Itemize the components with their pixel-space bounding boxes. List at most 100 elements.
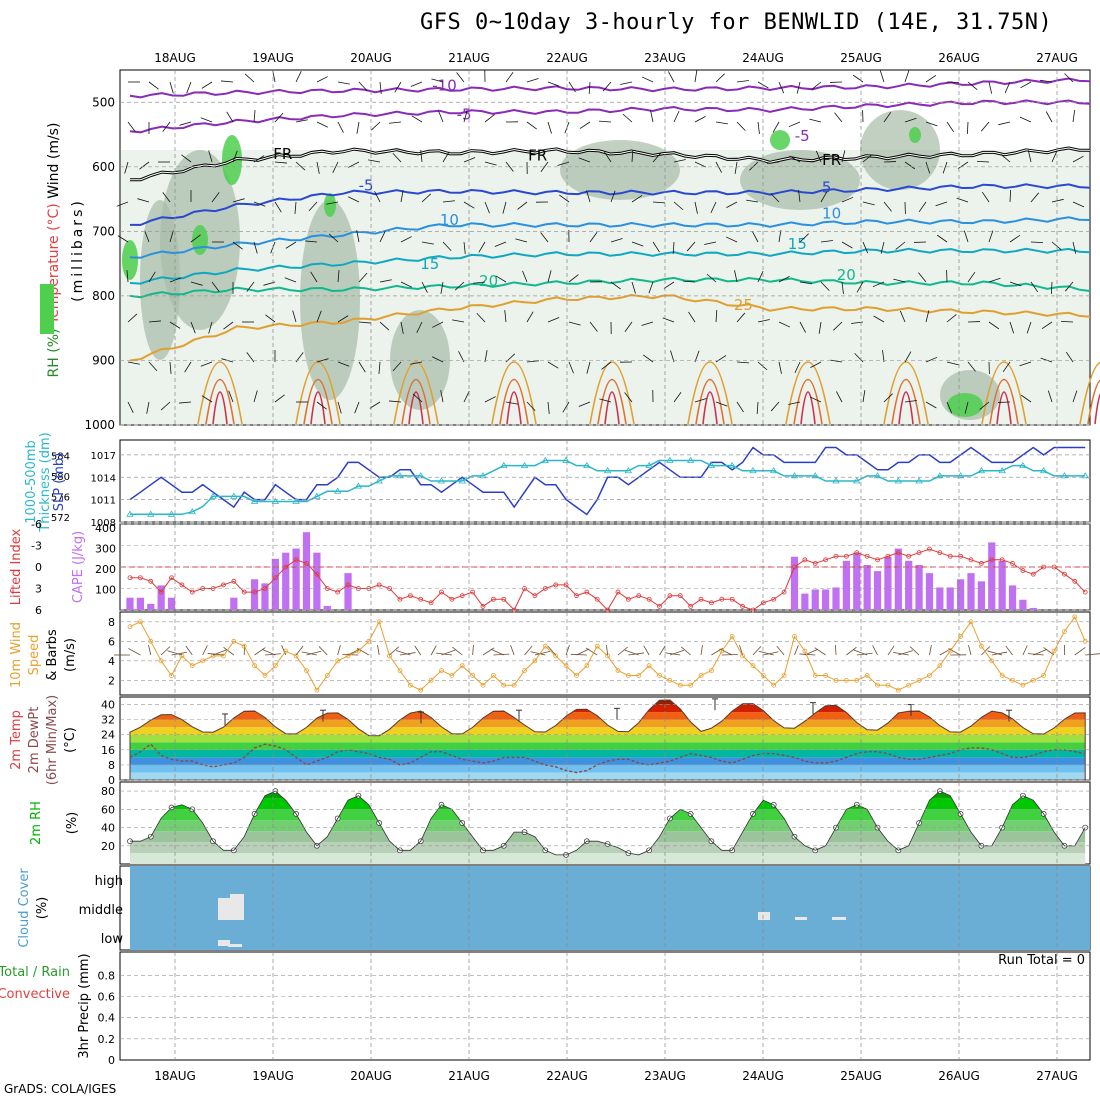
wind-barb bbox=[968, 645, 972, 656]
wind-marker bbox=[927, 673, 932, 678]
wind-barb bbox=[862, 241, 869, 254]
lifted-marker bbox=[823, 557, 829, 563]
wind-barb bbox=[893, 278, 906, 283]
isotherm-loop-35 bbox=[499, 378, 529, 425]
wind-barb bbox=[1045, 111, 1053, 123]
wind-barb bbox=[412, 393, 423, 403]
wind-barb bbox=[374, 191, 381, 203]
wind-barb bbox=[588, 81, 591, 94]
lifted-marker bbox=[657, 604, 662, 609]
lifted-line bbox=[130, 548, 1086, 611]
wind-barb bbox=[547, 81, 560, 87]
wind-barb bbox=[893, 652, 909, 656]
wind-barb bbox=[767, 161, 780, 164]
wind-barb bbox=[169, 361, 172, 374]
wind-barb bbox=[253, 110, 256, 123]
wind-marker bbox=[667, 677, 673, 683]
wind-barb bbox=[852, 74, 864, 83]
wind-marker bbox=[480, 682, 486, 688]
wind-marker bbox=[304, 668, 309, 673]
cape-tick-label: 200 bbox=[95, 563, 116, 576]
isotherm-loop-35 bbox=[401, 378, 431, 425]
wind-barb bbox=[547, 401, 550, 414]
wind-barb bbox=[540, 232, 549, 243]
wind-barb bbox=[1027, 150, 1032, 163]
cloud-block bbox=[230, 894, 244, 920]
wind-marker bbox=[127, 624, 133, 630]
wind-barb bbox=[918, 272, 927, 283]
wind-barb bbox=[1027, 653, 1044, 656]
wind-barb bbox=[862, 154, 873, 163]
cape-bar bbox=[790, 556, 799, 610]
rh-green-blob bbox=[122, 240, 138, 280]
precip-ylabel-group: 3hr Precip (mm) bbox=[77, 953, 92, 1058]
rh-band bbox=[130, 853, 1086, 864]
wind-marker bbox=[978, 643, 984, 649]
wind-barb bbox=[872, 281, 885, 288]
panel-frame-pr bbox=[119, 951, 1091, 1061]
wind-barb bbox=[778, 276, 790, 283]
wind-barb bbox=[1026, 321, 1032, 334]
wind-barb bbox=[494, 241, 507, 247]
wind-barb bbox=[308, 201, 318, 212]
top-day-label: 20AUG bbox=[350, 51, 392, 65]
lifted-marker bbox=[864, 553, 870, 559]
wind-barb bbox=[899, 310, 906, 323]
wind-tick-label: 8 bbox=[108, 616, 115, 629]
wind-barb bbox=[146, 401, 150, 414]
temp-band bbox=[130, 772, 1086, 780]
wind-barb bbox=[505, 161, 514, 172]
wind-barb bbox=[1043, 647, 1055, 656]
wind-barb bbox=[883, 111, 892, 123]
wind-barb bbox=[223, 321, 234, 330]
slp-tick-label: 1008 bbox=[91, 518, 116, 529]
wind-barb bbox=[586, 190, 591, 203]
wind-barb bbox=[186, 81, 192, 94]
wind-barb bbox=[526, 360, 539, 363]
upper-air-axis-labels: RH (%) Temperature (°C) Wind (m/s) bbox=[46, 123, 62, 378]
temp-band bbox=[130, 704, 1086, 713]
wind-barb bbox=[736, 80, 749, 83]
cloud-block bbox=[758, 912, 770, 920]
cloud-unit-label: (%) bbox=[35, 897, 50, 920]
wind-barb bbox=[736, 312, 746, 323]
wind-barb bbox=[221, 80, 234, 83]
wind-barb bbox=[585, 647, 598, 656]
lifted-marker bbox=[1020, 568, 1026, 573]
wind-marker bbox=[895, 687, 901, 693]
rh-green-blob bbox=[324, 193, 336, 217]
wind-barb bbox=[1022, 645, 1028, 656]
cape-bar bbox=[832, 587, 840, 610]
wind-label: Speed bbox=[27, 635, 42, 676]
cloud-level-label: high bbox=[95, 874, 123, 889]
wind-barb bbox=[1019, 116, 1032, 123]
wind-barb bbox=[799, 653, 816, 656]
wind-barb bbox=[515, 238, 528, 243]
wind-barb bbox=[337, 645, 341, 656]
wind-barb bbox=[442, 200, 455, 203]
wind-barb bbox=[379, 81, 382, 94]
wind-barb bbox=[169, 81, 174, 94]
lifted-marker bbox=[812, 561, 818, 566]
wind-barb bbox=[228, 390, 234, 403]
wind-barb bbox=[873, 315, 885, 323]
wind-barb bbox=[369, 401, 381, 409]
wind-barb bbox=[306, 650, 322, 656]
isotherm-loop-35 bbox=[695, 378, 725, 425]
wind-barb bbox=[526, 121, 537, 130]
wind-barb bbox=[179, 401, 192, 404]
wind-barb bbox=[281, 645, 287, 656]
wind-barb bbox=[295, 71, 302, 83]
wind-marker bbox=[158, 658, 164, 664]
isotherm-loop-30 bbox=[197, 361, 243, 425]
wind-marker bbox=[449, 673, 455, 678]
temp-band bbox=[130, 719, 1086, 728]
rh-blob bbox=[860, 110, 940, 190]
cape-bar bbox=[967, 573, 975, 610]
wind-barb bbox=[1072, 110, 1076, 123]
precip-group: 0 0.2 0.4 0.6 0.8 Run Total = 0 Total / Rain Co… bbox=[0, 953, 1090, 1067]
wind-barb bbox=[127, 121, 136, 132]
wind-marker bbox=[584, 663, 590, 669]
wind-barb bbox=[167, 650, 183, 656]
